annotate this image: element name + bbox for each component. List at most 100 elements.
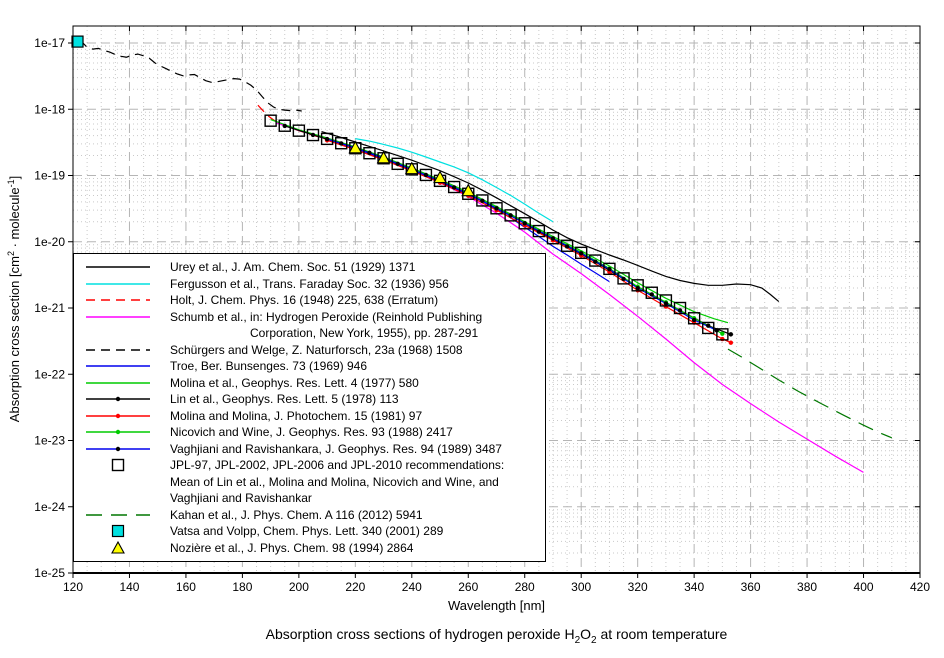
legend-entry-molina81: Molina and Molina, J. Photochem. 15 (198…: [74, 408, 545, 425]
series-schurgers-line: [72, 37, 302, 112]
x-tick-label: 340: [684, 580, 704, 594]
data-point-triangle: [404, 161, 419, 175]
legend-sample-schumb: [86, 315, 150, 318]
data-point-open-square: [264, 114, 277, 127]
data-point-triangle: [348, 140, 363, 154]
legend-label: Fergusson et al., Trans. Faraday Soc. 32…: [170, 276, 449, 291]
data-point-open-square: [320, 132, 334, 146]
data-point-open-square: [111, 458, 125, 472]
chart-caption: Absorption cross sections of hydrogen pe…: [73, 626, 920, 646]
legend-sample-urey: [86, 266, 150, 268]
y-tick-label: 1e-23: [34, 434, 65, 448]
x-tick-label: 220: [345, 580, 365, 594]
legend-entry-troe: Troe, Ber. Bunsenges. 73 (1969) 946: [74, 358, 545, 375]
x-tick-label: 180: [232, 580, 252, 594]
data-point-dot: [621, 276, 626, 282]
data-point-dot: [115, 429, 121, 435]
y-tick-label: 1e-24: [34, 500, 65, 514]
legend-entry-schurgers: Schürgers and Welge, Z. Naturforsch, 23a…: [74, 342, 545, 359]
data-point-dot: [691, 317, 697, 323]
data-point-dot: [728, 340, 734, 345]
data-point-open-square: [659, 294, 673, 307]
y-tick-label: 1e-17: [34, 36, 65, 50]
legend-entry-molina77: Molina et al., Geophys. Res. Lett. 4 (19…: [74, 375, 545, 392]
series-fergusson-line: [355, 138, 554, 223]
y-axis-label: Absorption cross section [cm2 · molecule…: [6, 176, 22, 422]
data-point-open-square: [645, 286, 658, 299]
data-point-open-square: [603, 262, 616, 276]
legend-sample-jpl: [111, 458, 125, 472]
data-point-open-square: [560, 239, 574, 252]
legend-label: Nicovich and Wine, J. Geophys. Res. 93 (…: [170, 425, 453, 439]
legend-label: Vaghjiani and Ravishankara, J. Geophys. …: [170, 441, 502, 456]
data-point-dot: [663, 301, 669, 306]
legend-label: Schürgers and Welge, Z. Naturforsch, 23a…: [170, 342, 463, 357]
x-tick-label: 300: [571, 580, 591, 594]
x-tick-label: 240: [402, 580, 422, 594]
data-point-triangle: [376, 150, 391, 164]
legend-sample-molina77: [86, 381, 150, 384]
legend-sample-troe: [86, 365, 150, 367]
data-point-dot: [480, 198, 485, 204]
data-point-open-square: [447, 180, 461, 194]
data-point-dot: [508, 213, 513, 218]
data-point-open-square: [306, 128, 320, 142]
x-tick-label: 380: [797, 580, 817, 594]
y-axis-label-sup: 2: [5, 251, 16, 257]
x-tick-label: 140: [119, 580, 139, 594]
legend-label: Molina et al., Geophys. Res. Lett. 4 (19…: [170, 375, 419, 390]
legend-entry-vaghjiani: Vaghjiani and Ravishankara, J. Geophys. …: [74, 441, 545, 458]
legend-entry-jpl: JPL-97, JPL-2002, JPL-2006 and JPL-2010 …: [74, 457, 545, 507]
legend-entry-vatsa: Vatsa and Volpp, Chem. Phys. Lett. 340 (…: [74, 523, 545, 540]
data-point-open-square: [589, 254, 602, 267]
x-tick-label: 260: [458, 580, 478, 594]
data-point-open-square: [419, 168, 433, 182]
x-tick-label: 320: [628, 580, 648, 594]
legend-label: Urey et al., J. Am. Chem. Soc. 51 (1929)…: [170, 260, 416, 274]
data-point-dot: [593, 259, 598, 264]
caption-text: at room temperature: [596, 626, 728, 642]
legend-entry-schumb: Schumb et al., in: Hydrogen Peroxide (Re…: [74, 309, 545, 342]
y-tick-label: 1e-25: [34, 566, 65, 580]
data-point-dot: [310, 132, 316, 138]
data-point-open-square: [292, 124, 306, 137]
legend-entry-noziere: Nozière et al., J. Phys. Chem. 98 (1994)…: [74, 540, 545, 557]
legend-entry-urey: Urey et al., J. Am. Chem. Soc. 51 (1929)…: [74, 259, 545, 276]
data-point-dot: [677, 308, 683, 313]
caption-sub: 2: [591, 634, 597, 646]
data-point-dot: [115, 396, 121, 402]
data-point-dot: [423, 172, 429, 178]
data-point-filled-square: [71, 35, 84, 48]
data-point-dot: [522, 221, 527, 226]
x-tick-label: 160: [176, 580, 196, 594]
data-point-dot: [395, 161, 400, 167]
legend-sample-noziere: [111, 540, 125, 554]
data-point-dot: [324, 136, 330, 142]
caption-sub: 2: [574, 634, 581, 646]
data-point-triangle: [111, 540, 125, 554]
data-point-dot: [607, 267, 612, 272]
data-point-dot: [451, 185, 457, 190]
legend-label: Kahan et al., J. Phys. Chem. A 116 (2012…: [170, 507, 423, 522]
data-point-open-square: [575, 246, 588, 260]
data-point-open-square: [546, 232, 560, 245]
data-point-open-square: [391, 157, 404, 171]
data-point-dot: [579, 251, 584, 256]
x-tick-label: 120: [63, 580, 83, 594]
y-axis-label-sup: -1: [5, 179, 16, 188]
y-tick-label: 1e-22: [34, 367, 65, 381]
data-point-dot: [706, 323, 711, 328]
caption-text: O: [580, 626, 592, 642]
legend-sample-lin: [86, 396, 150, 402]
x-tick-label: 360: [741, 580, 761, 594]
data-point-dot: [720, 336, 725, 342]
caption-text: Absorption cross sections of hydrogen pe…: [265, 626, 575, 642]
data-point-triangle: [433, 170, 447, 184]
legend-label: Molina and Molina, J. Photochem. 15 (198…: [170, 408, 423, 423]
y-tick-label: 1e-18: [34, 102, 65, 116]
y-tick-label: 1e-20: [34, 235, 65, 249]
legend-sample-molina81: [86, 413, 150, 418]
x-tick-label: 280: [515, 580, 535, 594]
